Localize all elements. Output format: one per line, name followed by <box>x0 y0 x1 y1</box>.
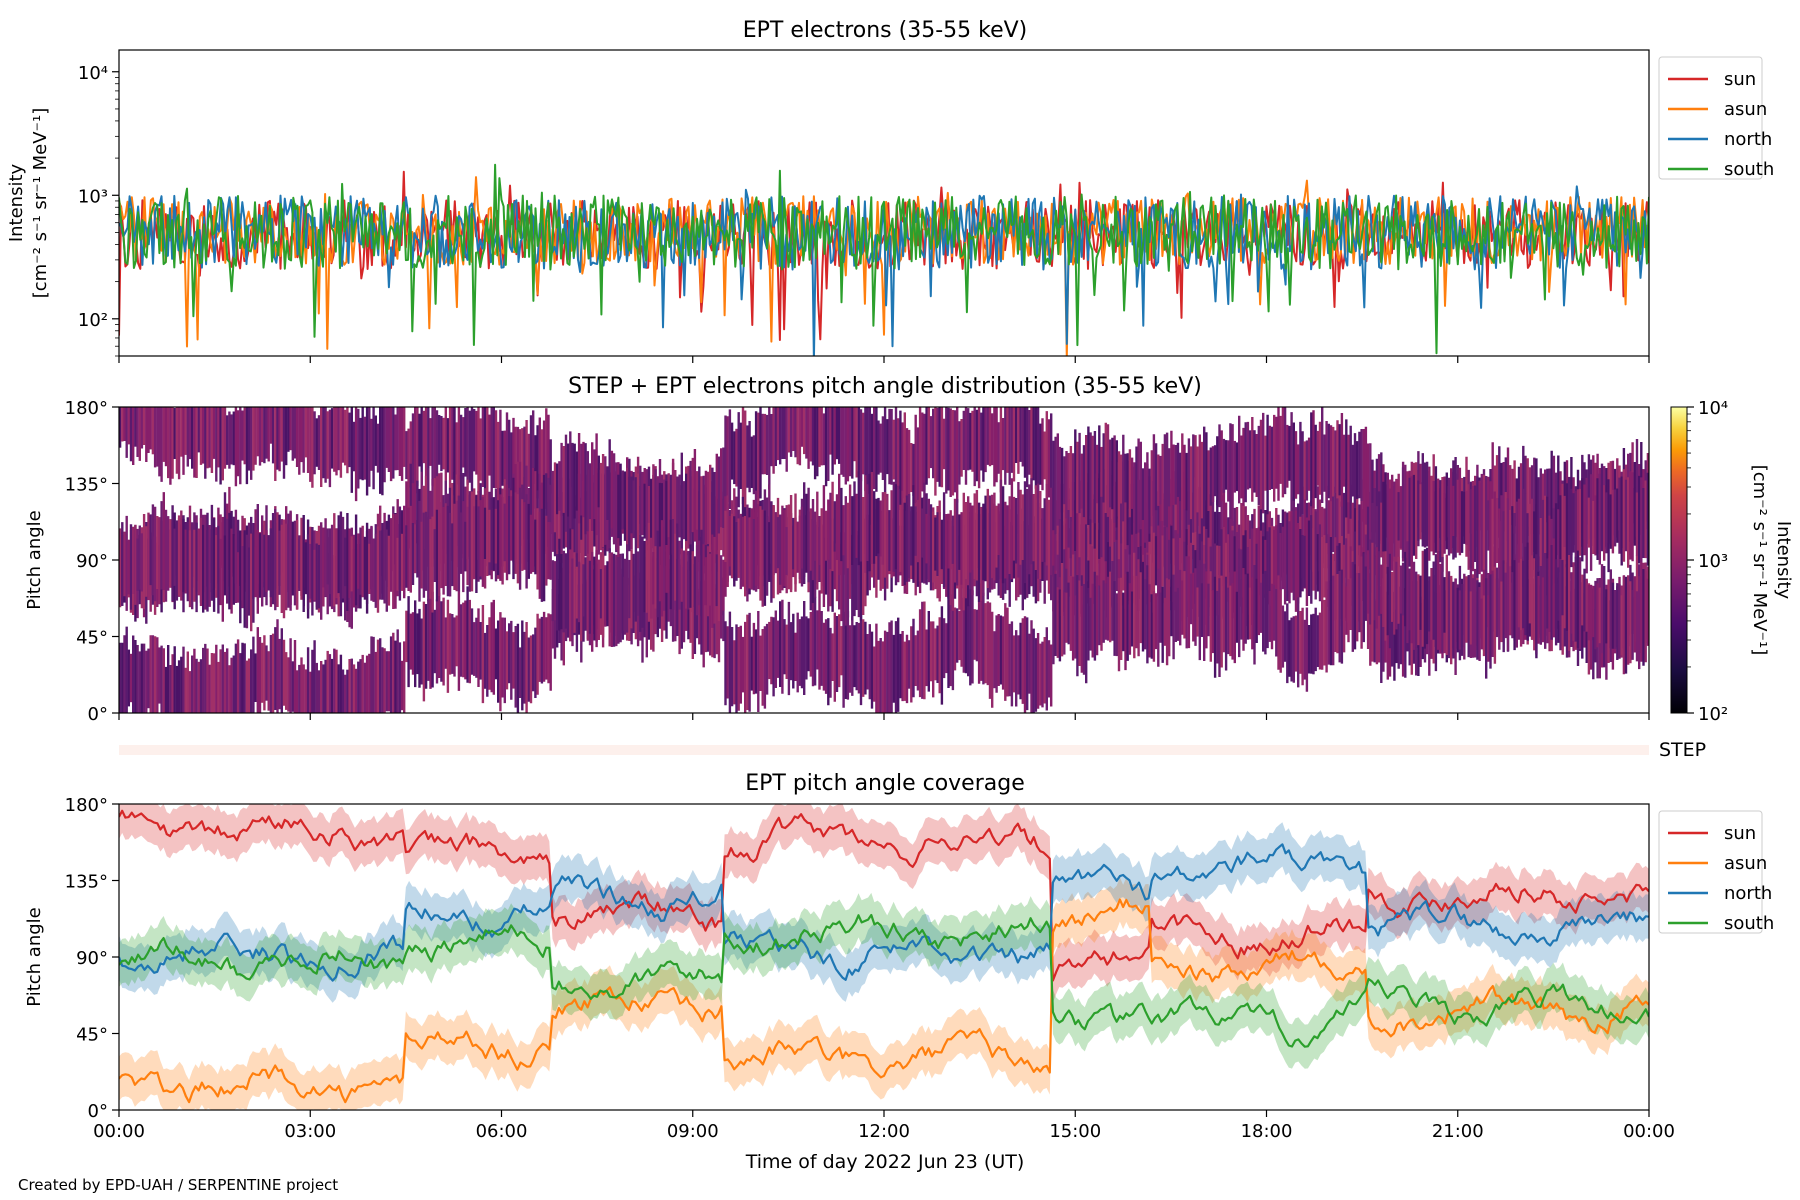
y-tick-label: 0° <box>88 1101 108 1122</box>
y-tick-label: 135° <box>65 475 108 496</box>
y-tick-label: 135° <box>65 872 108 893</box>
x-tick-label: 21:00 <box>1432 1121 1484 1142</box>
coverage-line-asun <box>119 898 1649 1104</box>
pad-y-label: Pitch angle <box>24 510 45 609</box>
colorbar-label-line2: [cm⁻² s⁻¹ sr⁻¹ MeV⁻¹] <box>1749 465 1770 656</box>
legend-label-asun: asun <box>1724 99 1767 120</box>
intensity-y-ticks: 10² 10³ 10⁴ <box>78 63 119 357</box>
coverage-line-sun <box>119 809 1649 982</box>
intensity-y-label-line1: Intensity <box>6 163 27 242</box>
coverage-y-label: Pitch angle <box>24 907 45 1006</box>
legend-label-sun: sun <box>1724 69 1756 90</box>
intensity-legend: sun asun north south <box>1658 56 1774 180</box>
y-tick-label: 90° <box>76 948 108 969</box>
step-strip-label: STEP <box>1659 739 1706 761</box>
coverage-y-ticks: 0° 45° 90° 135° 180° <box>65 795 119 1122</box>
y-tick-label: 45° <box>76 1025 108 1046</box>
legend-label-south: south <box>1724 913 1774 934</box>
intensity-panel-title: EPT electrons (35-55 keV) <box>743 18 1028 43</box>
pad-heatmap <box>119 407 1649 713</box>
intensity-panel: EPT electrons (35-55 keV) 10² 10³ 10⁴ Inte… <box>6 18 1774 363</box>
intensity-y-label-line2: [cm⁻² s⁻¹ sr⁻¹ MeV⁻¹] <box>30 108 51 299</box>
x-tick-label: 00:00 <box>1623 1121 1675 1142</box>
colorbar-tick-label: 10² <box>1698 704 1728 725</box>
colorbar <box>1670 406 1688 714</box>
x-tick-label: 06:00 <box>476 1121 528 1142</box>
intensity-x-ticks <box>118 356 1650 363</box>
y-tick-label: 90° <box>76 551 108 572</box>
step-strip <box>119 745 1649 755</box>
x-axis-label: Time of day 2022 Jun 23 (UT) <box>745 1151 1025 1173</box>
pad-x-ticks <box>118 713 1650 720</box>
colorbar-tick-label: 10³ <box>1698 551 1728 572</box>
x-tick-label: 03:00 <box>284 1121 336 1142</box>
coverage-panel-title: EPT pitch angle coverage <box>745 771 1025 796</box>
coverage-line-north <box>119 843 1649 982</box>
coverage-band-asun <box>119 877 1649 1110</box>
coverage-line-south <box>119 913 1649 1048</box>
legend-label-south: south <box>1724 159 1774 180</box>
coverage-legend: sun asun north south <box>1658 810 1774 934</box>
y-tick-label: 180° <box>65 795 108 816</box>
legend-frame <box>1658 810 1763 934</box>
intensity-series-lines <box>119 163 1649 356</box>
coverage-x-ticks: 00:00 03:00 06:00 09:00 12:00 15:00 18:00 21:00… <box>93 1110 1675 1142</box>
coverage-band-south <box>119 892 1649 1069</box>
y-tick-label: 45° <box>76 628 108 649</box>
credit-text: Created by EPD-UAH / SERPENTINE project <box>18 1176 339 1194</box>
legend-label-north: north <box>1724 883 1772 904</box>
coverage-panel: EPT pitch angle coverage 0° 45° 90° 135° 180… <box>24 771 1774 1173</box>
x-tick-label: 18:00 <box>1241 1121 1293 1142</box>
intensity-y-label: Intensity [cm⁻² s⁻¹ sr⁻¹ MeV⁻¹] <box>6 108 51 299</box>
y-tick-label: 10⁴ <box>78 63 108 84</box>
intensity-line-south <box>119 163 1649 355</box>
colorbar-label-line1: Intensity <box>1773 521 1794 600</box>
y-tick-label: 180° <box>65 398 108 419</box>
coverage-bands <box>119 804 1649 1110</box>
x-tick-label: 00:00 <box>93 1121 145 1142</box>
pad-y-ticks: 0° 45° 90° 135° 180° <box>65 398 119 725</box>
legend-label-asun: asun <box>1724 853 1767 874</box>
x-tick-label: 12:00 <box>858 1121 910 1142</box>
coverage-series-lines <box>119 809 1649 1104</box>
colorbar-ticks: 10² 10³ 10⁴ <box>1687 398 1728 725</box>
coverage-band-north <box>119 822 1649 1003</box>
y-tick-label: 10³ <box>78 186 108 207</box>
legend-label-north: north <box>1724 129 1772 150</box>
pad-panel-title: STEP + EPT electrons pitch angle distrib… <box>568 374 1202 399</box>
legend-label-sun: sun <box>1724 823 1756 844</box>
coverage-band-sun <box>119 804 1649 1003</box>
colorbar-label: Intensity [cm⁻² s⁻¹ sr⁻¹ MeV⁻¹] <box>1749 465 1794 656</box>
x-tick-label: 15:00 <box>1049 1121 1101 1142</box>
pad-panel: STEP + EPT electrons pitch angle distrib… <box>24 374 1794 761</box>
legend-frame <box>1658 56 1763 180</box>
colorbar-tick-label: 10⁴ <box>1698 398 1728 419</box>
x-tick-label: 09:00 <box>667 1121 719 1142</box>
y-tick-label: 0° <box>88 704 108 725</box>
y-tick-label: 10² <box>78 310 108 331</box>
